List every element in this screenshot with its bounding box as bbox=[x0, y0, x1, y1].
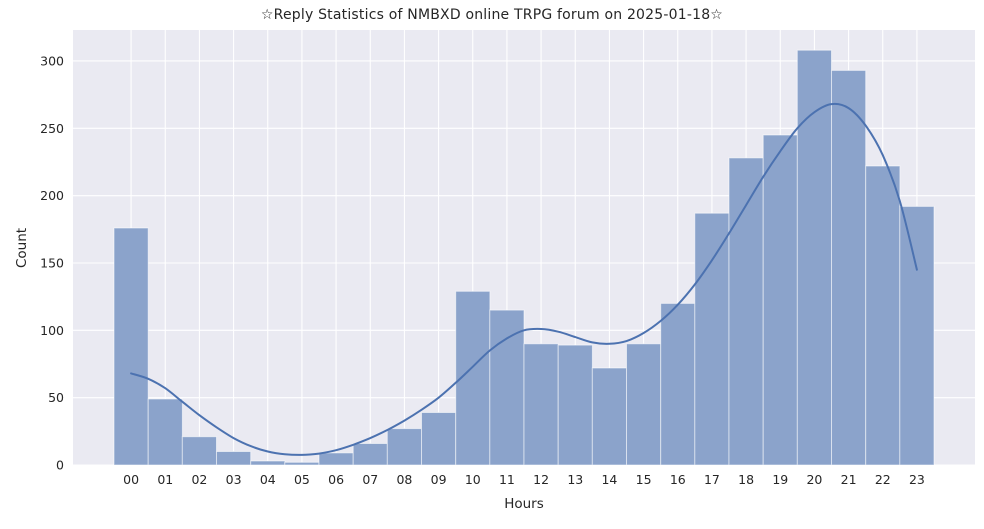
histogram-bar bbox=[250, 460, 286, 466]
histogram-bar bbox=[660, 302, 696, 466]
histogram-bar bbox=[591, 367, 627, 466]
chart-title: ☆Reply Statistics of NMBXD online TRPG f… bbox=[260, 7, 724, 23]
x-tick-label: 09 bbox=[431, 472, 447, 487]
y-tick-label: 0 bbox=[56, 458, 64, 473]
x-tick-label: 20 bbox=[806, 472, 822, 487]
x-tick-label: 17 bbox=[704, 472, 720, 487]
x-tick-label: 04 bbox=[260, 472, 276, 487]
y-tick-label: 200 bbox=[40, 188, 64, 203]
histogram-bar bbox=[626, 343, 662, 466]
histogram-bar bbox=[181, 436, 218, 466]
x-tick-label: 05 bbox=[294, 472, 310, 487]
y-tick-label: 100 bbox=[40, 323, 64, 338]
x-tick-label: 11 bbox=[499, 472, 515, 487]
x-tick-label: 01 bbox=[157, 472, 173, 487]
x-tick-label: 18 bbox=[738, 472, 754, 487]
x-tick-label: 14 bbox=[601, 472, 617, 487]
x-tick-label: 03 bbox=[226, 472, 242, 487]
histogram-bar bbox=[147, 398, 183, 466]
x-tick-label: 19 bbox=[772, 472, 788, 487]
histogram-bar bbox=[216, 451, 252, 466]
histogram-bar bbox=[865, 165, 901, 466]
x-tick-label: 22 bbox=[875, 472, 891, 487]
x-tick-label: 21 bbox=[841, 472, 857, 487]
histogram-bar bbox=[899, 205, 935, 466]
x-tick-label: 02 bbox=[191, 472, 207, 487]
x-tick-label: 16 bbox=[670, 472, 686, 487]
histogram-bar bbox=[762, 134, 798, 466]
y-tick-label: 150 bbox=[40, 256, 64, 271]
y-tick-label: 250 bbox=[40, 121, 64, 136]
histogram-bar bbox=[831, 69, 867, 466]
x-tick-label: 13 bbox=[567, 472, 583, 487]
x-tick-label: 15 bbox=[636, 472, 652, 487]
y-tick-label: 50 bbox=[48, 390, 64, 405]
x-tick-label: 06 bbox=[328, 472, 344, 487]
x-tick-label: 07 bbox=[362, 472, 378, 487]
histogram-bar bbox=[421, 412, 457, 466]
histogram-bar bbox=[796, 49, 832, 466]
histogram-bar bbox=[113, 227, 149, 466]
histogram-bar bbox=[694, 212, 730, 466]
x-tick-label: 10 bbox=[465, 472, 481, 487]
histogram-bar bbox=[284, 461, 320, 466]
y-tick-label: 300 bbox=[40, 54, 64, 69]
histogram-bar bbox=[352, 443, 388, 466]
histogram-bar bbox=[489, 309, 525, 466]
x-tick-label: 00 bbox=[123, 472, 139, 487]
x-tick-label: 12 bbox=[533, 472, 549, 487]
x-axis-label: Hours bbox=[504, 496, 544, 512]
histogram-bar bbox=[386, 428, 422, 466]
x-tick-label: 08 bbox=[396, 472, 412, 487]
histogram-bar bbox=[557, 344, 593, 466]
histogram-bar bbox=[318, 452, 354, 466]
x-tick-label: 23 bbox=[909, 472, 925, 487]
histogram-bar bbox=[523, 343, 559, 466]
kde-curve bbox=[130, 102, 918, 456]
